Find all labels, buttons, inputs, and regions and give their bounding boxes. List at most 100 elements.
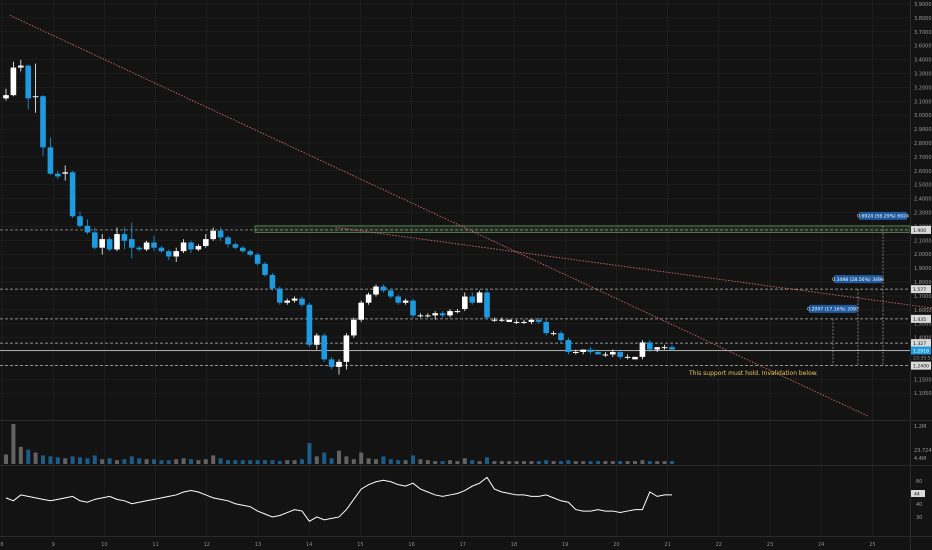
axis-level-box bbox=[911, 361, 931, 370]
volume-bar bbox=[203, 459, 208, 464]
volume-bar bbox=[625, 461, 630, 464]
price-tick-label: 1.7000 bbox=[914, 294, 932, 300]
volume-bar bbox=[433, 461, 438, 464]
volume-bar bbox=[48, 456, 53, 464]
volume-bar bbox=[351, 459, 356, 464]
volume-bar bbox=[92, 455, 97, 464]
candle-body bbox=[647, 342, 653, 350]
axis-level-box bbox=[911, 346, 931, 355]
volume-bar bbox=[314, 456, 319, 464]
volume-bar bbox=[610, 461, 615, 464]
candle-body bbox=[40, 96, 46, 148]
candle-body bbox=[550, 333, 557, 335]
candle-body bbox=[661, 347, 668, 349]
candle-body bbox=[513, 321, 520, 323]
price-tick-label: 2.9000 bbox=[914, 127, 932, 133]
candle-body bbox=[328, 359, 335, 367]
candle-body bbox=[580, 349, 586, 352]
measure-label: 0.3498 (28.56%) 3498 bbox=[832, 277, 884, 283]
candle-body bbox=[77, 216, 83, 226]
price-tick-label: 3.2000 bbox=[914, 85, 932, 91]
price-tick-label: 2.4000 bbox=[914, 197, 932, 203]
candle-body bbox=[565, 340, 572, 352]
volume-bar bbox=[448, 460, 452, 464]
volume-bar bbox=[366, 458, 371, 464]
candle-body bbox=[639, 342, 646, 357]
volume-bar bbox=[329, 458, 334, 464]
candle-body bbox=[121, 234, 128, 241]
volume-bar bbox=[337, 450, 341, 464]
candle-body bbox=[321, 335, 327, 360]
volume-bar bbox=[26, 449, 31, 464]
volume-bar bbox=[662, 461, 667, 464]
axis-level-box bbox=[911, 314, 931, 323]
measure-label: 0.2097 (17.16%) 2097 bbox=[807, 307, 859, 313]
countdown-label: 23:35:53 bbox=[913, 356, 932, 362]
axis-level-label: 1.2400 bbox=[913, 364, 929, 370]
volume-bar bbox=[588, 461, 593, 464]
candle-body bbox=[439, 313, 446, 316]
candle-body bbox=[365, 294, 372, 303]
time-tick-label: 14 bbox=[306, 542, 312, 548]
volume-bar bbox=[292, 460, 297, 464]
time-tick-label: 13 bbox=[255, 542, 261, 548]
volume-bar bbox=[174, 459, 179, 464]
candle-body bbox=[595, 351, 601, 355]
volume-bar bbox=[529, 461, 534, 464]
axis-level-box bbox=[911, 225, 931, 234]
price-axis[interactable]: 3.9000 3.8000 3.7000 3.6000 3.4000 3.3000 3.20… bbox=[914, 2, 932, 397]
candle-body bbox=[106, 239, 113, 250]
time-tick-label: 15 bbox=[357, 542, 363, 548]
volume-bar bbox=[551, 461, 556, 464]
axis-price-labels: 1.900 1.577 1.435 1.327 1.2918 1.2400 23:35:53 bbox=[911, 225, 932, 370]
price-tick-label: 1.8000 bbox=[914, 280, 932, 286]
price-tick-label: 2.7000 bbox=[914, 155, 932, 161]
trendlines bbox=[9, 14, 932, 417]
volume-bar bbox=[573, 461, 578, 464]
price-tick-label: 3.1000 bbox=[914, 99, 932, 105]
volume-bar bbox=[181, 458, 186, 464]
price-tick-label: 1.9000 bbox=[914, 266, 932, 272]
price-tick-label: 3.7000 bbox=[914, 30, 932, 36]
candle-body bbox=[506, 319, 512, 322]
volume-bar bbox=[322, 452, 327, 464]
candle-body bbox=[395, 296, 401, 303]
candle-body bbox=[62, 172, 68, 174]
rsi-pane: 6044403044 bbox=[5, 476, 925, 522]
time-tick-label: 17 bbox=[460, 542, 466, 548]
candles[interactable] bbox=[3, 59, 675, 375]
volume-bar bbox=[240, 460, 245, 464]
rsi-last-box bbox=[911, 490, 925, 497]
price-tick-label: 3.4000 bbox=[914, 58, 932, 64]
axis-level-box bbox=[911, 339, 931, 348]
time-axis[interactable]: 8 9 10 11 12 13 14 15 16 17 18 19 20 21 22 23 24 25 bbox=[0, 542, 875, 548]
axis-level-box bbox=[911, 285, 931, 294]
volume-bar bbox=[129, 456, 134, 464]
measure-label-box bbox=[809, 304, 857, 313]
volume-bar bbox=[596, 461, 600, 464]
time-tick-label: 8 bbox=[0, 542, 3, 548]
candle-body bbox=[92, 232, 98, 248]
support-annotation: This support must hold. Invalidation bel… bbox=[688, 370, 818, 377]
volume-bar bbox=[633, 461, 637, 464]
volume-tick-label: 23.724M bbox=[914, 448, 932, 454]
volume-bar bbox=[544, 460, 549, 464]
candle-body bbox=[380, 286, 387, 291]
candle-body bbox=[462, 296, 468, 309]
candle-body bbox=[447, 311, 453, 316]
candle-body bbox=[388, 290, 394, 297]
candle-body bbox=[373, 286, 379, 295]
candle-body bbox=[158, 247, 165, 252]
candle-body bbox=[262, 263, 268, 275]
axis-level-label: 1.2918 bbox=[913, 349, 929, 355]
volume-bar bbox=[78, 457, 82, 464]
candle-body bbox=[114, 234, 120, 250]
candle-body bbox=[314, 335, 320, 345]
candle-body bbox=[351, 319, 357, 336]
volume-bar bbox=[307, 443, 312, 464]
candle-body bbox=[669, 347, 675, 350]
candle-body bbox=[624, 356, 631, 358]
measure-label-box bbox=[859, 211, 907, 220]
volume-bar bbox=[670, 461, 674, 464]
